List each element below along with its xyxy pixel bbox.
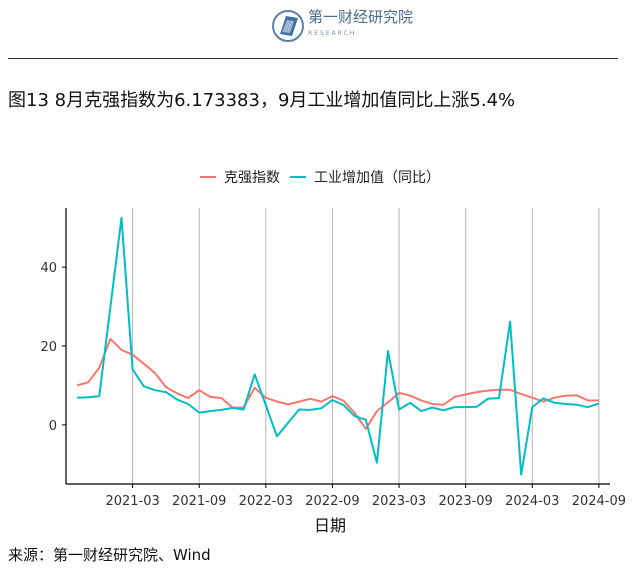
x-tick-label: 2023-09 xyxy=(439,494,493,509)
legend-label-1: 克强指数 xyxy=(224,170,280,186)
x-tick-label: 2024-03 xyxy=(505,494,559,509)
line-chart: 克强指数 工业增加值（同比） 0 20 40 2021-03 2021-09 2022-03… xyxy=(0,150,640,540)
header-divider xyxy=(8,58,618,59)
report-header: 第一财经研究院 RESEARCH xyxy=(0,0,640,60)
series-line-1 xyxy=(76,337,599,430)
x-tick-label: 2021-03 xyxy=(105,494,159,509)
series-line-2 xyxy=(77,216,600,476)
y-tick-label: 40 xyxy=(40,261,57,276)
y-tick-label: 0 xyxy=(49,419,57,434)
x-tick-label: 2021-09 xyxy=(172,494,226,509)
x-tick-label: 2023-03 xyxy=(372,494,426,509)
logo-text: 第一财经研究院 xyxy=(308,8,414,26)
chart-legend: 克强指数 工业增加值（同比） xyxy=(200,170,440,186)
x-tick-label: 2022-09 xyxy=(305,494,359,509)
y-tick-label: 20 xyxy=(40,340,57,355)
source-note: 来源：第一财经研究院、Wind xyxy=(8,546,211,564)
chart-lines xyxy=(76,216,600,476)
figure-title: 图13 8月克强指数为6.173383，9月工业增加值同比上涨5.4% xyxy=(8,90,516,111)
x-axis-title: 日期 xyxy=(314,516,346,535)
research-logo: 第一财经研究院 RESEARCH xyxy=(272,6,413,50)
legend-label-2: 工业增加值（同比） xyxy=(314,170,440,186)
chart-axes: 0 20 40 2021-03 2021-09 2022-03 2022-09 2023-03… xyxy=(40,208,626,535)
x-tick-label: 2024-09 xyxy=(572,494,626,509)
chart-svg: 克强指数 工业增加值（同比） 0 20 40 2021-03 2021-09 2022-03… xyxy=(40,170,626,535)
chart-grid xyxy=(132,208,600,484)
logo-emblem-icon xyxy=(272,10,304,42)
logo-subtext: RESEARCH xyxy=(308,30,357,37)
x-tick-label: 2022-03 xyxy=(239,494,293,509)
